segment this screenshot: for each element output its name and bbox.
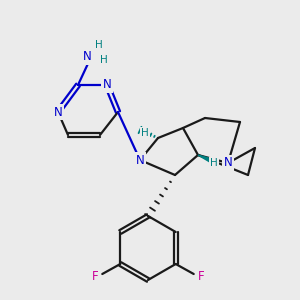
Polygon shape — [198, 155, 213, 163]
Text: N: N — [136, 154, 144, 166]
Text: F: F — [197, 269, 204, 283]
Text: H: H — [141, 128, 149, 138]
Text: H: H — [210, 158, 218, 168]
Text: F: F — [92, 269, 99, 283]
Text: N: N — [103, 79, 111, 92]
Text: H: H — [100, 55, 108, 65]
Text: N: N — [54, 106, 62, 118]
Text: N: N — [82, 50, 91, 64]
Text: N: N — [224, 157, 232, 169]
Text: H: H — [95, 40, 103, 50]
